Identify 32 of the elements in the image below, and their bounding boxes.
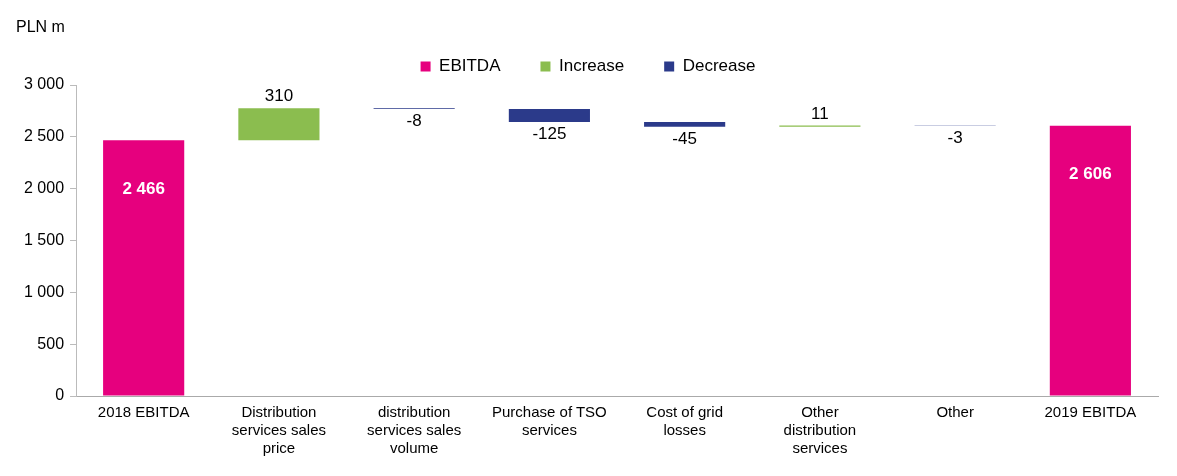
y-tick-label: 500: [37, 334, 65, 352]
data-label: 11: [811, 103, 829, 123]
legend-label: Increase: [558, 56, 625, 76]
y-axis-title: PLN m: [16, 18, 65, 36]
x-tick-label: Purchase of TSO services: [492, 403, 607, 439]
x-tick-label: Other distribution services: [783, 403, 857, 457]
bar: [1049, 125, 1131, 396]
y-tick-label: 2 000: [23, 179, 65, 197]
data-label: -3: [947, 128, 963, 148]
x-tick-label: 2019 EBITDA: [1044, 403, 1137, 421]
y-tick-label: 1 000: [23, 282, 65, 300]
data-label: 2 466: [122, 178, 165, 198]
bar: [238, 108, 320, 141]
data-label: -125: [532, 124, 567, 144]
y-tick-label: 1 500: [23, 230, 65, 248]
legend-label: Decrease: [682, 56, 756, 76]
legend-label: EBITDA: [439, 56, 502, 76]
bar: [508, 109, 590, 123]
bar: [644, 122, 726, 127]
data-label: 2 606: [1069, 164, 1112, 184]
data-label: -45: [672, 128, 697, 148]
x-tick-label: Cost of grid losses: [646, 403, 723, 439]
x-tick-label: distribution services sales volume: [367, 403, 462, 457]
x-tick-label: Other: [936, 403, 974, 421]
x-tick-label: Distribution services sales price: [231, 403, 327, 457]
y-tick-label: 3 000: [23, 75, 65, 93]
data-label: 310: [264, 86, 294, 106]
y-tick-label: 0: [55, 386, 65, 404]
data-label: -8: [406, 111, 422, 131]
x-tick-label: 2018 EBITDA: [97, 403, 190, 421]
y-tick-label: 2 500: [23, 127, 65, 145]
bar: [103, 140, 185, 396]
